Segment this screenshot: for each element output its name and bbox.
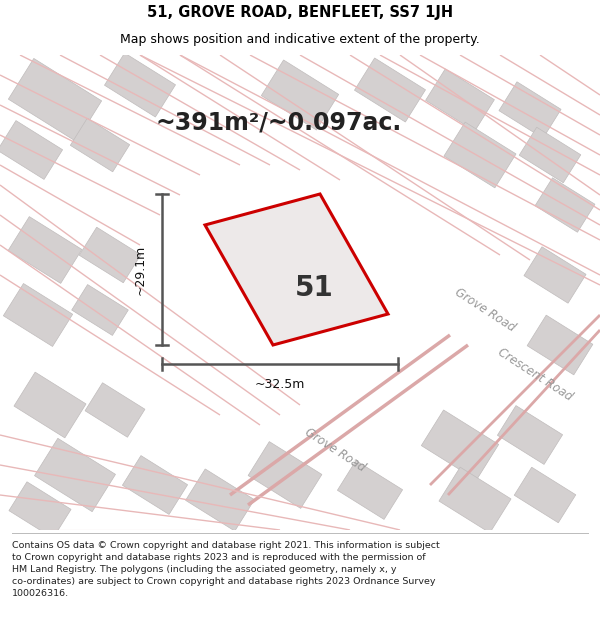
Text: Contains OS data © Crown copyright and database right 2021. This information is : Contains OS data © Crown copyright and d… <box>12 541 440 598</box>
Polygon shape <box>535 177 595 232</box>
Polygon shape <box>8 59 101 141</box>
Polygon shape <box>85 382 145 438</box>
Polygon shape <box>519 127 581 182</box>
Polygon shape <box>4 284 73 346</box>
Polygon shape <box>0 121 62 179</box>
Text: Crescent Road: Crescent Road <box>495 346 575 404</box>
Polygon shape <box>262 60 338 130</box>
Text: Grove Road: Grove Road <box>302 426 368 474</box>
Polygon shape <box>421 410 499 480</box>
Polygon shape <box>35 438 115 512</box>
Polygon shape <box>497 406 563 464</box>
Polygon shape <box>104 53 176 117</box>
Polygon shape <box>9 482 71 538</box>
Polygon shape <box>205 194 388 345</box>
Text: 51, GROVE ROAD, BENFLEET, SS7 1JH: 51, GROVE ROAD, BENFLEET, SS7 1JH <box>147 4 453 19</box>
Polygon shape <box>499 82 561 138</box>
Polygon shape <box>514 468 576 522</box>
Text: Map shows position and indicative extent of the property.: Map shows position and indicative extent… <box>120 33 480 46</box>
Polygon shape <box>14 372 86 438</box>
Polygon shape <box>355 58 425 122</box>
Text: ~29.1m: ~29.1m <box>133 244 146 294</box>
Polygon shape <box>79 228 141 282</box>
Polygon shape <box>337 461 403 519</box>
Polygon shape <box>425 69 494 131</box>
Polygon shape <box>524 247 586 303</box>
Polygon shape <box>248 442 322 508</box>
Text: ~32.5m: ~32.5m <box>255 378 305 391</box>
Polygon shape <box>8 217 82 283</box>
Polygon shape <box>439 467 511 533</box>
Polygon shape <box>70 118 130 172</box>
Text: ~391m²/~0.097ac.: ~391m²/~0.097ac. <box>155 110 401 134</box>
Text: Grove Road: Grove Road <box>452 286 518 334</box>
Polygon shape <box>71 284 128 336</box>
Text: 51: 51 <box>295 274 334 301</box>
Polygon shape <box>185 469 254 531</box>
Polygon shape <box>444 122 516 188</box>
Polygon shape <box>122 456 188 514</box>
Polygon shape <box>527 315 593 375</box>
